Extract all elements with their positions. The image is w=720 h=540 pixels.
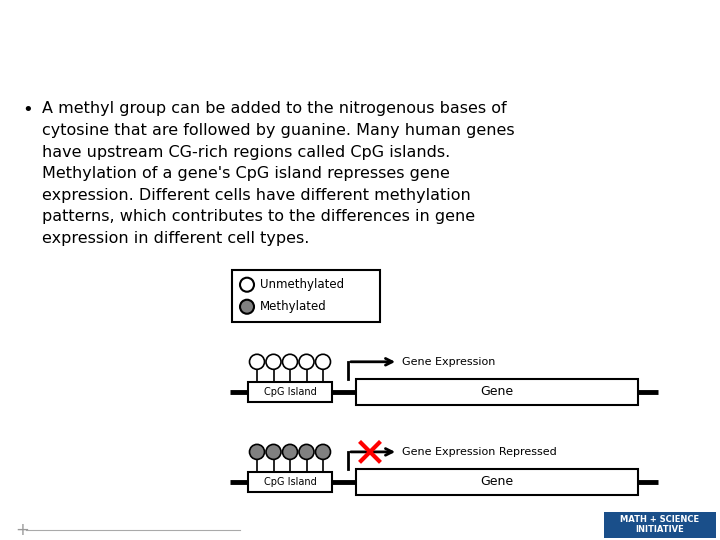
Text: A methyl group can be added to the nitrogenous bases of
cytosine that are follow: A methyl group can be added to the nitro…: [42, 102, 515, 246]
Circle shape: [282, 354, 297, 369]
Circle shape: [240, 300, 254, 314]
FancyBboxPatch shape: [604, 512, 716, 538]
Circle shape: [299, 354, 314, 369]
Text: INITIATIVE: INITIATIVE: [636, 525, 685, 535]
Circle shape: [250, 444, 264, 460]
Text: •: •: [22, 102, 32, 119]
Circle shape: [315, 444, 330, 460]
Text: CpG Island: CpG Island: [264, 387, 316, 397]
Text: Unmethylated: Unmethylated: [260, 278, 344, 291]
Text: +: +: [15, 521, 29, 539]
Text: lim: lim: [492, 25, 537, 52]
FancyBboxPatch shape: [232, 269, 380, 322]
Circle shape: [299, 444, 314, 460]
Text: sin²: sin²: [100, 25, 152, 52]
FancyBboxPatch shape: [248, 472, 332, 492]
Text: cos: cos: [200, 25, 246, 52]
FancyBboxPatch shape: [356, 469, 638, 495]
Text: Gene Expression Repressed: Gene Expression Repressed: [402, 447, 557, 457]
Text: Gene Expression: Gene Expression: [402, 357, 495, 367]
Text: Gene: Gene: [480, 475, 513, 489]
Text: CpG Island: CpG Island: [264, 477, 316, 487]
Text: y=mx+b²: y=mx+b²: [351, 25, 484, 52]
Circle shape: [240, 278, 254, 292]
Text: Methylated: Methylated: [260, 300, 327, 313]
Circle shape: [266, 354, 281, 369]
Text: π: π: [700, 25, 719, 52]
Circle shape: [266, 444, 281, 460]
Text: Methylation: Methylation: [248, 21, 472, 54]
FancyBboxPatch shape: [248, 382, 332, 402]
FancyBboxPatch shape: [356, 379, 638, 405]
Text: dx: dx: [595, 25, 629, 52]
Text: Gene: Gene: [480, 386, 513, 399]
Circle shape: [282, 444, 297, 460]
Circle shape: [315, 354, 330, 369]
Text: MATH + SCIENCE: MATH + SCIENCE: [621, 516, 700, 524]
Circle shape: [250, 354, 264, 369]
Text: (a+b): (a+b): [0, 25, 68, 52]
Text: f(x): f(x): [297, 25, 344, 53]
